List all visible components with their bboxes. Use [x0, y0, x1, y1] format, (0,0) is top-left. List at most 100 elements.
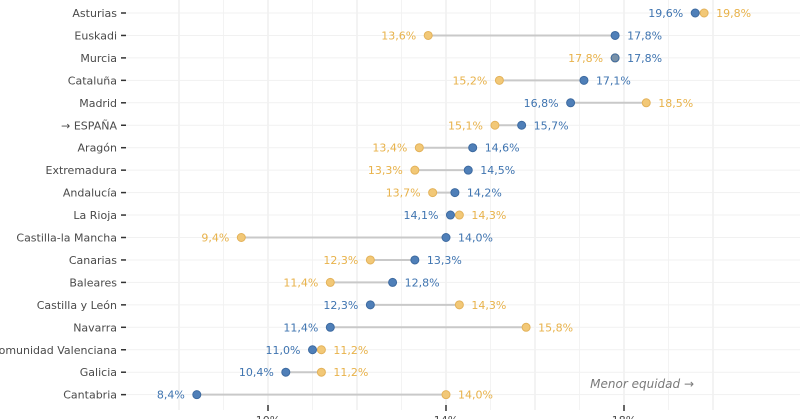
- value-label-gold: 13,3%: [368, 164, 403, 177]
- value-label-blue: 14,5%: [480, 164, 515, 177]
- value-label-blue: 12,3%: [323, 299, 358, 312]
- value-label-blue: 17,8%: [627, 52, 662, 65]
- x-tick-label: 18%: [612, 414, 636, 419]
- value-label-blue: 14,0%: [458, 232, 493, 245]
- value-label-blue: 8,4%: [157, 389, 185, 402]
- region-label: Madrid: [79, 97, 117, 110]
- value-label-gold: 14,0%: [458, 389, 493, 402]
- region-label: → ESPAÑA: [61, 119, 117, 132]
- value-label-gold: 11,2%: [333, 366, 368, 379]
- value-label-gold: 14,3%: [471, 209, 506, 222]
- region-label: Castilla y León: [37, 299, 117, 312]
- dot-blue: [308, 345, 317, 355]
- dot-blue: [450, 188, 460, 198]
- region-label: La Rioja: [73, 209, 117, 222]
- x-tick-label: 14%: [434, 414, 458, 419]
- region-label: Navarra: [73, 321, 117, 334]
- region-label: Canarias: [69, 254, 117, 267]
- dot-blue: [690, 8, 700, 18]
- dot-gold: [454, 210, 464, 220]
- value-label-blue: 10,4%: [239, 366, 274, 379]
- dot-blue: [281, 367, 291, 377]
- dot-blue: [325, 322, 335, 332]
- region-label: Cantabria: [63, 389, 117, 402]
- dot-gold: [441, 390, 451, 400]
- value-label-blue: 13,3%: [427, 254, 462, 267]
- dot-gold: [365, 255, 375, 265]
- dot-blue: [410, 255, 420, 265]
- value-label-gold: 15,2%: [452, 74, 487, 87]
- dot-blue: [610, 53, 620, 63]
- value-label-gold: 17,8%: [568, 52, 603, 65]
- value-label-gold: 18,5%: [658, 97, 693, 110]
- dot-gold: [236, 233, 246, 242]
- region-label: Cataluña: [68, 74, 117, 87]
- dot-blue: [610, 30, 620, 40]
- dot-blue: [441, 233, 451, 242]
- dot-gold: [641, 98, 651, 108]
- value-label-blue: 14,6%: [485, 142, 520, 155]
- annotation-menor-equidad: Menor equidad →: [590, 377, 694, 391]
- region-label: Galicia: [80, 366, 117, 379]
- value-label-blue: 14,2%: [467, 187, 502, 200]
- value-label-blue: 19,6%: [648, 7, 683, 20]
- dot-gold: [428, 188, 438, 198]
- value-label-gold: 13,4%: [372, 142, 407, 155]
- value-label-blue: 14,1%: [403, 209, 438, 222]
- value-label-blue: 15,7%: [534, 119, 569, 132]
- x-tick-label: 10%: [256, 414, 280, 419]
- value-label-gold: 14,3%: [471, 299, 506, 312]
- region-label: Euskadi: [74, 29, 117, 42]
- dot-blue: [468, 143, 478, 153]
- value-labels: 19,6% 19,8% 17,8% 13,6% 17,8% 17,8% 17,1% 15,2%…: [157, 7, 751, 402]
- region-label: Andalucía: [63, 187, 117, 200]
- dot-gold: [699, 8, 709, 18]
- dot-blue: [445, 210, 455, 220]
- region-labels: Asturias Euskadi Murcia Cataluña Madrid → ESP…: [0, 7, 126, 402]
- value-label-gold: 15,8%: [538, 321, 573, 334]
- dot-gold: [521, 322, 531, 332]
- dot-blue: [579, 75, 589, 85]
- dot-gold: [490, 120, 500, 130]
- dot-gold: [410, 165, 420, 175]
- value-label-gold: 9,4%: [201, 232, 229, 245]
- value-label-gold: 11,4%: [283, 276, 318, 289]
- dot-gold: [316, 345, 326, 355]
- value-label-gold: 19,8%: [716, 7, 751, 20]
- dot-gold: [414, 143, 424, 153]
- dot-gold: [316, 367, 326, 377]
- region-label: Murcia: [80, 52, 117, 65]
- gridlines: [126, 0, 800, 410]
- value-label-gold: 11,2%: [333, 344, 368, 357]
- dot-gold: [325, 277, 335, 287]
- region-label: Aragón: [78, 142, 118, 155]
- dot-blue: [566, 98, 576, 108]
- value-label-blue: 12,8%: [405, 276, 440, 289]
- value-label-blue: 16,8%: [524, 97, 559, 110]
- value-label-blue: 11,0%: [266, 344, 301, 357]
- value-label-blue: 17,1%: [596, 74, 631, 87]
- dot-blue: [517, 120, 527, 130]
- x-axis-ticks: 10% 14% 18%: [256, 405, 636, 419]
- value-label-blue: 11,4%: [283, 321, 318, 334]
- dot-gold: [423, 30, 433, 40]
- dot-blue: [192, 390, 202, 400]
- dot-blue: [463, 165, 473, 175]
- region-label: Castilla-la Mancha: [16, 232, 117, 245]
- dot-blue: [388, 277, 398, 287]
- connectors: [196, 12, 705, 396]
- dots: [192, 8, 709, 400]
- value-label-blue: 17,8%: [627, 29, 662, 42]
- dot-blue: [365, 300, 375, 310]
- value-label-gold: 13,7%: [386, 187, 421, 200]
- value-label-gold: 13,6%: [381, 29, 416, 42]
- region-label: Extremadura: [46, 164, 118, 177]
- region-label: Comunidad Valenciana: [0, 344, 117, 357]
- value-label-gold: 12,3%: [323, 254, 358, 267]
- region-label: Asturias: [72, 7, 117, 20]
- dot-gold: [494, 75, 504, 85]
- region-label: Baleares: [69, 276, 117, 289]
- value-label-gold: 15,1%: [448, 119, 483, 132]
- dot-gold: [454, 300, 464, 310]
